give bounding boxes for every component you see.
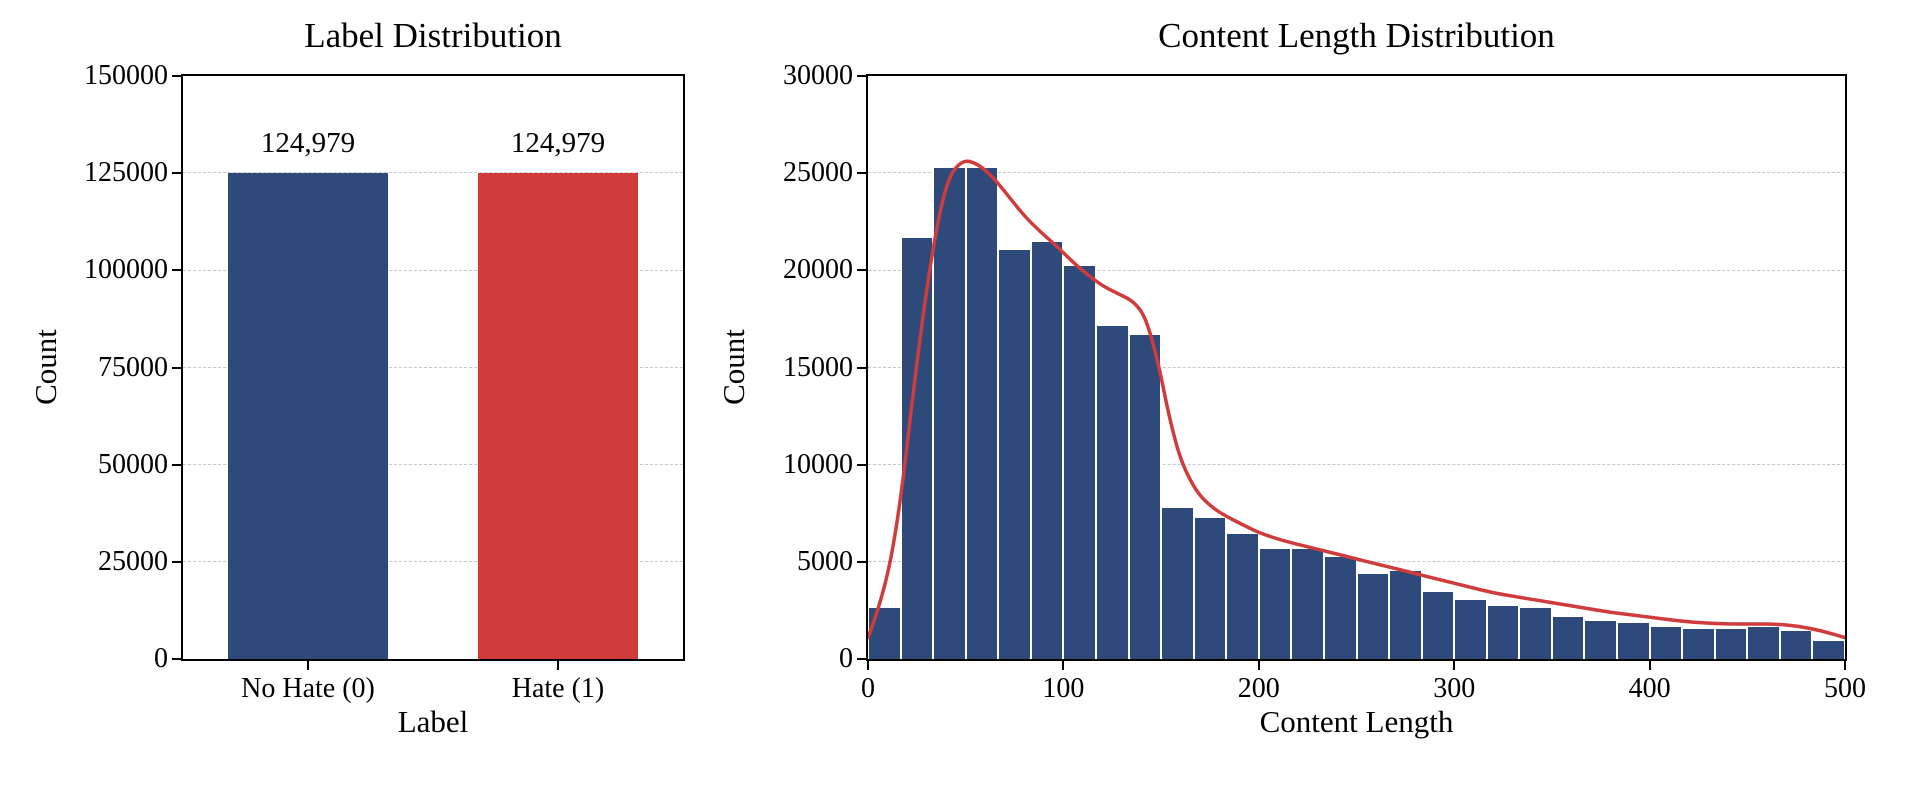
x-tick-mark bbox=[1844, 661, 1846, 670]
histogram-bar bbox=[1650, 625, 1682, 659]
x-tick-label: 200 bbox=[1237, 673, 1280, 704]
histogram-bar bbox=[1161, 507, 1194, 659]
histogram-bar bbox=[901, 237, 933, 659]
histogram-bar bbox=[1031, 241, 1063, 659]
y-tick-label: 20000 bbox=[783, 254, 853, 286]
kde-path bbox=[866, 159, 1847, 640]
x-tick-label: 0 bbox=[861, 673, 875, 704]
histogram-bar bbox=[1715, 627, 1747, 659]
right-x-axis-label: Content Length bbox=[1259, 704, 1454, 739]
histogram-bar bbox=[1226, 532, 1259, 659]
y-tick-mark bbox=[172, 269, 181, 272]
grid-line bbox=[183, 366, 683, 368]
y-tick-mark bbox=[172, 75, 181, 77]
histogram-bar bbox=[1096, 324, 1129, 659]
x-tick-mark bbox=[1648, 661, 1651, 670]
histogram-bar bbox=[1194, 517, 1226, 659]
y-tick-label: 10000 bbox=[783, 448, 853, 480]
histogram-bar bbox=[1519, 606, 1552, 659]
y-tick-mark bbox=[857, 75, 866, 77]
grid-line bbox=[183, 561, 683, 563]
histogram-bar bbox=[1780, 629, 1812, 659]
histogram-bar bbox=[1357, 573, 1389, 659]
histogram-bar bbox=[933, 167, 966, 659]
right-chart-title: Content Length Distribution bbox=[1158, 16, 1555, 55]
y-tick-label: 15000 bbox=[783, 351, 853, 383]
y-tick-mark bbox=[857, 463, 866, 466]
histogram-bar bbox=[1063, 264, 1096, 659]
y-tick-label: 100000 bbox=[84, 254, 168, 286]
grid-line bbox=[868, 366, 1845, 368]
histogram-bar bbox=[966, 167, 998, 659]
x-tick-mark bbox=[1062, 661, 1065, 670]
x-tick-label: 500 bbox=[1824, 673, 1866, 704]
y-tick-mark bbox=[857, 172, 866, 175]
grid-line bbox=[183, 269, 683, 271]
histogram-bar bbox=[1584, 620, 1617, 659]
grid-line bbox=[868, 269, 1845, 271]
x-tick-mark bbox=[1453, 661, 1456, 670]
y-tick-mark bbox=[172, 172, 181, 175]
y-tick-label: 5000 bbox=[797, 545, 853, 577]
y-tick-mark bbox=[857, 366, 866, 369]
y-tick-label: 25000 bbox=[98, 545, 168, 577]
y-tick-label: 0 bbox=[839, 643, 853, 674]
grid-line bbox=[183, 172, 683, 174]
x-tick-mark bbox=[867, 661, 869, 670]
x-tick-label: 100 bbox=[1042, 673, 1085, 704]
y-tick-mark bbox=[857, 560, 866, 563]
x-tick-label: No Hate (0) bbox=[241, 673, 375, 704]
x-tick-mark bbox=[307, 661, 309, 670]
histogram-bar bbox=[1454, 598, 1487, 659]
y-tick-label: 30000 bbox=[783, 60, 853, 91]
y-tick-mark bbox=[857, 269, 866, 272]
y-tick-label: 25000 bbox=[783, 157, 853, 189]
right-plot-area: 0 5000 10000 15000 20000 25000 30000 0 100 200 300… bbox=[783, 60, 1866, 704]
left-chart-title: Label Distribution bbox=[304, 16, 562, 55]
histogram-bar bbox=[1747, 625, 1780, 659]
histogram-bar bbox=[1129, 334, 1161, 659]
y-tick-mark bbox=[172, 658, 181, 660]
x-tick-label: Hate (1) bbox=[511, 673, 605, 704]
bar bbox=[478, 173, 638, 659]
grid-line bbox=[868, 463, 1845, 465]
x-tick-label: 400 bbox=[1628, 673, 1671, 704]
histogram-bar bbox=[1324, 556, 1357, 659]
histogram-bar bbox=[998, 248, 1031, 659]
y-tick-mark bbox=[172, 463, 181, 466]
y-tick-mark bbox=[172, 560, 181, 563]
kde-curve bbox=[866, 159, 1847, 640]
x-tick-mark bbox=[557, 661, 559, 670]
y-tick-mark bbox=[857, 658, 866, 660]
left-plot-area: 0 25000 50000 75000 100000 125000 150000 124,97… bbox=[84, 60, 685, 704]
bar-value-label: 124,979 bbox=[510, 127, 606, 160]
grid-line bbox=[868, 172, 1845, 174]
bar bbox=[228, 173, 388, 659]
grid-line bbox=[183, 463, 683, 465]
y-tick-mark bbox=[172, 366, 181, 369]
histogram-bar bbox=[1291, 548, 1324, 659]
left-x-axis-label: Label bbox=[397, 704, 469, 739]
histogram-bar bbox=[1422, 590, 1454, 659]
y-tick-label: 125000 bbox=[84, 157, 168, 189]
y-tick-label: 75000 bbox=[98, 351, 168, 383]
histogram-bar bbox=[1487, 604, 1519, 659]
y-tick-label: 0 bbox=[154, 643, 168, 674]
histogram-bar bbox=[1682, 627, 1715, 659]
y-tick-label: 50000 bbox=[98, 448, 168, 480]
histogram-bar bbox=[1552, 616, 1584, 659]
histogram-bar bbox=[1389, 569, 1422, 659]
x-tick-mark bbox=[1257, 661, 1260, 670]
y-tick-label: 150000 bbox=[84, 60, 168, 91]
x-tick-label: 300 bbox=[1433, 673, 1476, 704]
bar-value-label: 124,979 bbox=[260, 127, 356, 160]
histogram-bar bbox=[1259, 548, 1291, 659]
histogram-bar bbox=[1617, 622, 1650, 659]
histogram-bar bbox=[1812, 639, 1845, 659]
